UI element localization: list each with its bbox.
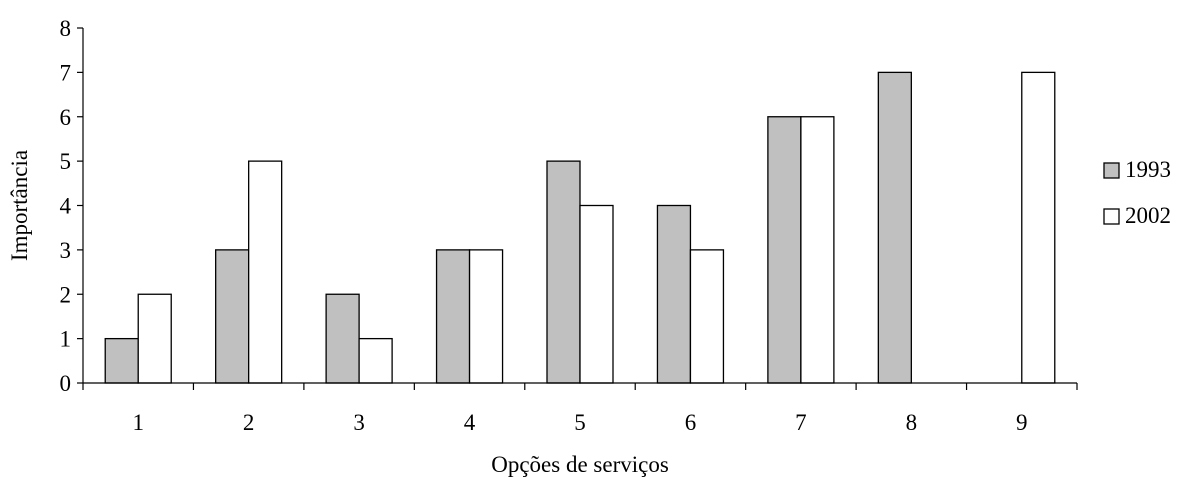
bar-2002-5 [579, 204, 614, 384]
y-tick-label: 0 [60, 371, 72, 396]
y-tick-label: 7 [60, 60, 72, 85]
bar-1993-4 [435, 249, 471, 384]
bar-2002-4 [468, 249, 504, 384]
bar-2002-9 [1021, 71, 1056, 384]
bars-group [104, 71, 1056, 384]
x-tick-label: 9 [1016, 410, 1028, 435]
bar-2002-2 [248, 160, 283, 384]
x-axis-ticks: 1 2 3 4 5 6 7 8 9 [82, 383, 1078, 435]
bar-1993-1 [104, 337, 139, 384]
legend-label-1993: 1993 [1125, 157, 1171, 182]
legend-swatch-2002 [1103, 208, 1120, 225]
x-tick-label: 3 [353, 410, 365, 435]
y-tick-label: 2 [60, 282, 72, 307]
legend-swatch-1993 [1103, 162, 1120, 179]
x-tick-label: 7 [795, 410, 807, 435]
x-axis-title: Opções de serviços [491, 452, 669, 477]
bar-1993-2 [215, 249, 250, 384]
x-tick-label: 6 [685, 410, 697, 435]
x-tick-label: 1 [132, 410, 144, 435]
y-tick-label: 8 [60, 16, 72, 41]
bar-2002-1 [137, 293, 172, 384]
bar-1993-8 [877, 71, 912, 384]
bar-2002-6 [689, 249, 725, 384]
x-tick-label: 5 [574, 410, 586, 435]
legend-label-2002: 2002 [1125, 203, 1171, 228]
bar-2002-3 [358, 337, 393, 384]
y-tick-label: 3 [60, 238, 72, 263]
y-axis-ticks: 0 1 2 3 4 5 6 7 8 [60, 16, 83, 396]
bar-1993-3 [325, 293, 360, 384]
y-tick-label: 1 [60, 327, 72, 352]
y-tick-label: 4 [60, 194, 72, 219]
bar-1993-6 [656, 204, 692, 384]
bar-1993-7 [767, 116, 802, 384]
legend: 1993 2002 [1103, 157, 1171, 228]
x-tick-label: 2 [243, 410, 255, 435]
y-axis-title: Importância [7, 150, 32, 261]
bar-2002-7 [800, 116, 835, 384]
y-tick-label: 5 [60, 149, 72, 174]
x-tick-label: 4 [464, 410, 476, 435]
y-tick-label: 6 [60, 105, 72, 130]
x-tick-label: 8 [906, 410, 918, 435]
bar-1993-5 [546, 160, 581, 384]
